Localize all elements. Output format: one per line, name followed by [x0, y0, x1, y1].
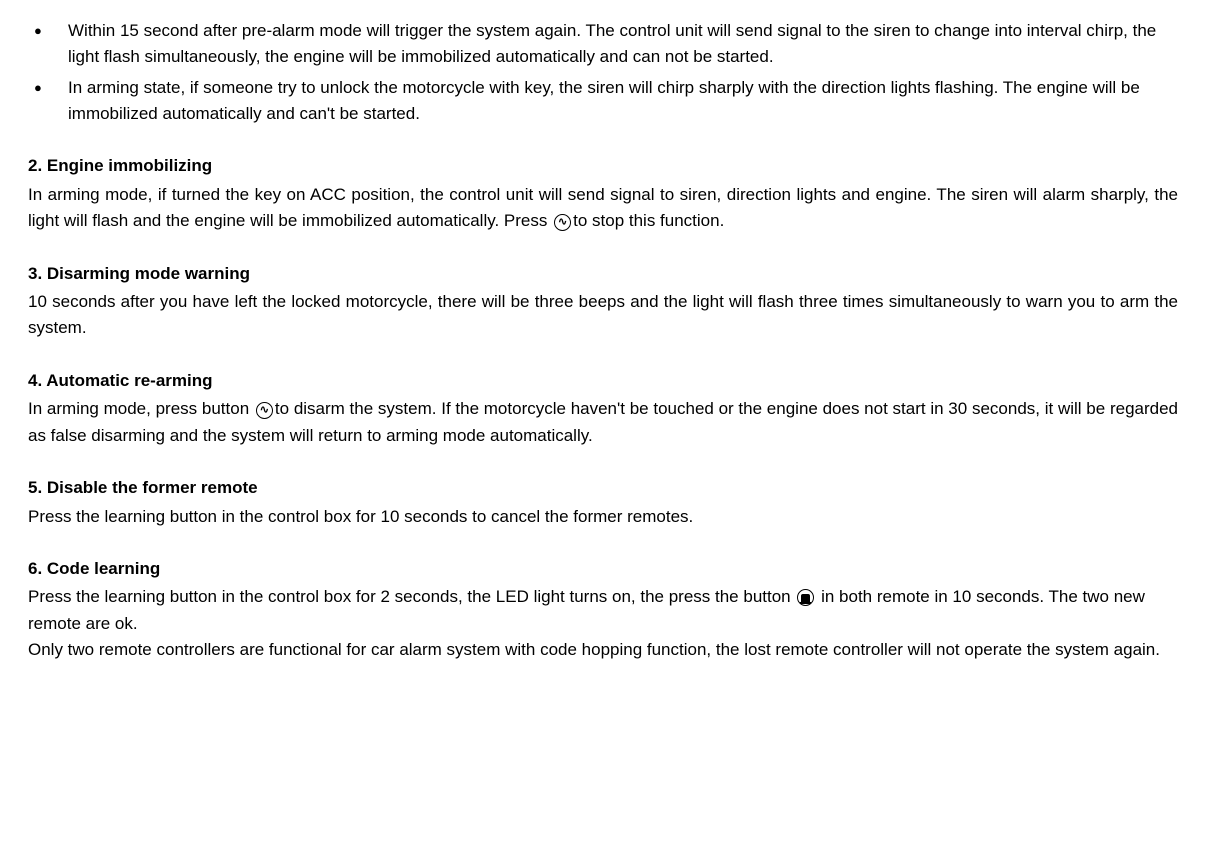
bullet-item: ● In arming state, if someone try to unl… [28, 75, 1178, 128]
section-heading: 2. Engine immobilizing [28, 153, 1178, 179]
bullet-text: Within 15 second after pre-alarm mode wi… [68, 18, 1178, 71]
section-body: Press the learning button in the control… [28, 504, 1178, 530]
section-disable-remote: 5. Disable the former remote Press the l… [28, 475, 1178, 530]
section-body-extra: Only two remote controllers are function… [28, 637, 1178, 663]
section-heading: 6. Code learning [28, 556, 1178, 582]
unlock-wave-icon: ∿ [256, 396, 273, 422]
section-engine-immobilizing: 2. Engine immobilizing In arming mode, i… [28, 153, 1178, 234]
section-code-learning: 6. Code learning Press the learning butt… [28, 556, 1178, 664]
section-heading: 4. Automatic re-arming [28, 368, 1178, 394]
section-disarming-warning: 3. Disarming mode warning 10 seconds aft… [28, 261, 1178, 342]
section-heading: 3. Disarming mode warning [28, 261, 1178, 287]
body-text-pre: In arming mode, press button [28, 399, 254, 418]
unlock-wave-icon: ∿ [554, 208, 571, 234]
bell-icon [797, 585, 814, 611]
section-body: Press the learning button in the control… [28, 584, 1178, 637]
body-text-post: to stop this function. [573, 211, 724, 230]
bullet-marker: ● [28, 75, 68, 128]
section-auto-rearming: 4. Automatic re-arming In arming mode, p… [28, 368, 1178, 449]
bullet-list: ● Within 15 second after pre-alarm mode … [28, 18, 1178, 127]
section-body: In arming mode, press button ∿to disarm … [28, 396, 1178, 449]
bullet-text: In arming state, if someone try to unloc… [68, 75, 1178, 128]
section-body: In arming mode, if turned the key on ACC… [28, 182, 1178, 235]
bullet-item: ● Within 15 second after pre-alarm mode … [28, 18, 1178, 71]
section-heading: 5. Disable the former remote [28, 475, 1178, 501]
body-text-pre: Press the learning button in the control… [28, 587, 795, 606]
bullet-marker: ● [28, 18, 68, 71]
section-body: 10 seconds after you have left the locke… [28, 289, 1178, 342]
